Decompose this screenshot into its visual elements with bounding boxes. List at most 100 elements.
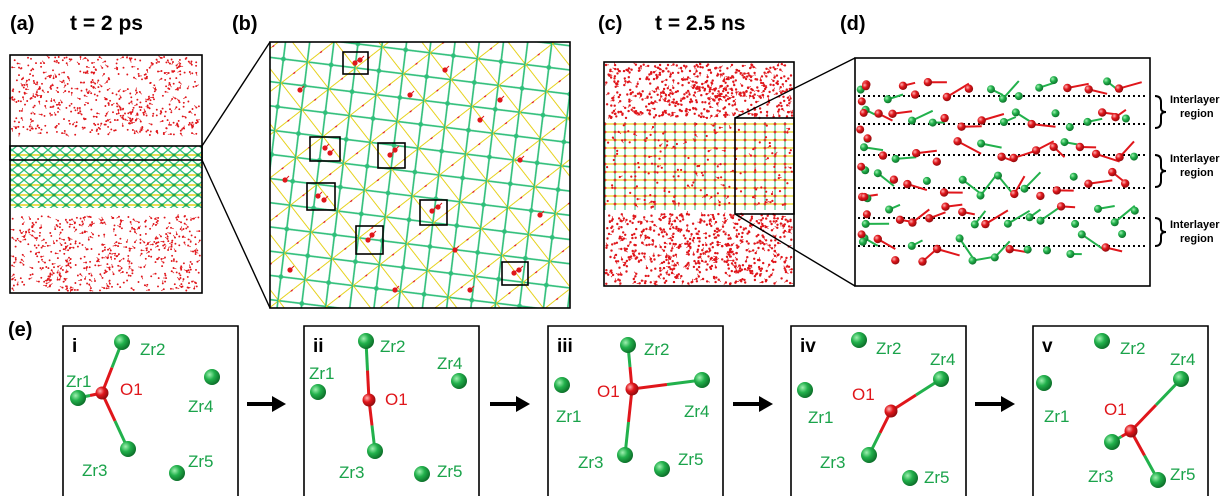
panel-b-highlight-boxes — [306, 51, 529, 286]
zr-label: Zr3 — [82, 461, 108, 480]
zr-atom — [310, 384, 326, 400]
zr-atom — [851, 332, 867, 348]
zr-label: Zr5 — [1170, 465, 1196, 484]
zr-atom — [114, 334, 130, 350]
panel-e-label: (e) — [8, 319, 32, 341]
zr-atom — [414, 466, 430, 482]
panel-a-label: (a) — [10, 13, 34, 35]
sequence-frame-iv: iv Zr2 Zr4 Zr1 Zr3 Zr5 O1 — [790, 325, 967, 496]
oxygen-atom — [95, 386, 109, 400]
sequence-arrow-head — [1001, 396, 1015, 412]
zr-label: Zr2 — [644, 340, 670, 359]
oxygen-atom — [884, 404, 898, 418]
zr-label: Zr5 — [437, 462, 463, 481]
zoom-line-a-bottom — [201, 159, 271, 309]
zr-atom — [694, 372, 710, 388]
zoom-line-c-bottom — [734, 213, 856, 287]
interlayer-region-annotations: Interlayer region Interlayer region Inte… — [1154, 94, 1220, 247]
zr-atom — [204, 369, 220, 385]
zr-label: Zr5 — [678, 450, 704, 469]
sequence-frame-iii: iii Zr2 Zr1 Zr4 Zr3 Zr5 O1 — [547, 325, 724, 496]
region-2-label-line2: region — [1180, 167, 1214, 179]
zr-label: Zr2 — [140, 340, 166, 359]
step-label: v — [1042, 336, 1053, 357]
sequence-arrow-head — [516, 396, 530, 412]
panel-c-zoom-region — [734, 117, 795, 215]
zr-atom — [70, 390, 86, 406]
step-label: i — [72, 336, 77, 357]
panel-b-oxygen-defects — [282, 55, 545, 293]
zr-label: Zr4 — [930, 350, 956, 369]
panel-c-slab-oxygens — [606, 122, 793, 209]
zr-atom — [902, 470, 918, 486]
panel-a-water-top — [8, 54, 200, 137]
zoom-line-a-top — [201, 41, 271, 147]
zr-label: Zr1 — [808, 408, 834, 427]
panel-c-label: (c) — [598, 13, 622, 35]
panel-b-label: (b) — [232, 13, 258, 35]
zr-atom — [797, 382, 813, 398]
oxygen-label: O1 — [1104, 400, 1127, 419]
zr-atom — [617, 447, 633, 463]
brace-3 — [1154, 217, 1167, 247]
region-3-label-line1: Interlayer — [1170, 219, 1220, 231]
zr-label: Zr4 — [437, 354, 463, 373]
sequence-arrow-head — [272, 396, 286, 412]
oxygen-label: O1 — [385, 390, 408, 409]
zr-atom — [1104, 434, 1120, 450]
step-label: ii — [313, 336, 324, 357]
panel-d-label: (d) — [840, 13, 866, 35]
panel-a-zro2-slab — [10, 146, 202, 208]
panel-c-water-top — [604, 61, 794, 120]
step-label: iv — [800, 336, 816, 357]
zr-label: Zr3 — [339, 463, 365, 482]
zr-label: Zr2 — [876, 339, 902, 358]
zr-label: Zr3 — [1088, 467, 1114, 486]
zr-atom — [1036, 375, 1052, 391]
sequence-frame-ii: ii Zr2 Zr1 Zr4 Zr3 Zr5 O1 — [303, 325, 480, 496]
zr-atom — [1150, 472, 1166, 488]
region-1-label-line2: region — [1180, 108, 1214, 120]
oxygen-label: O1 — [852, 385, 875, 404]
panel-d-interlayer-zoom — [854, 57, 1151, 287]
zr-label: Zr2 — [380, 337, 406, 356]
region-3-label-line2: region — [1180, 233, 1214, 245]
zr-atom — [451, 373, 467, 389]
region-2-label-line1: Interlayer — [1170, 153, 1220, 165]
zr-atom — [933, 371, 949, 387]
panel-a-time: t = 2 ps — [70, 12, 143, 35]
zr-atom — [1094, 333, 1110, 349]
sequence-frame-v: v Zr2 Zr4 Zr1 Zr3 Zr5 O1 — [1032, 325, 1209, 496]
step-label: iii — [557, 336, 573, 357]
oxygen-label: O1 — [597, 382, 620, 401]
zr-label: Zr5 — [188, 452, 214, 471]
oxygen-atom — [625, 382, 639, 396]
zr-label: Zr4 — [188, 397, 214, 416]
zr-label: Zr4 — [684, 402, 710, 421]
panel-a-water-bottom — [10, 213, 201, 294]
zr-atom — [367, 443, 383, 459]
panel-b-lattice-zoom — [269, 41, 571, 309]
zr-atom — [358, 333, 374, 349]
zr-atom — [120, 441, 136, 457]
brace-2 — [1154, 154, 1167, 188]
zr-atom — [654, 461, 670, 477]
zr-label: Zr3 — [820, 453, 846, 472]
zr-label: Zr1 — [1044, 407, 1070, 426]
zr-atom — [620, 337, 636, 353]
zr-atom — [554, 377, 570, 393]
brace-1 — [1154, 95, 1167, 129]
panel-a-simulation-box — [8, 54, 203, 294]
zr-label: Zr1 — [309, 364, 335, 383]
zr-label: Zr3 — [578, 453, 604, 472]
zr-label: Zr1 — [556, 407, 582, 426]
panel-c-simulation-box — [603, 61, 795, 287]
zr-label: Zr5 — [924, 468, 950, 487]
region-1-label-line1: Interlayer — [1170, 94, 1220, 106]
zoom-line-c-top — [734, 57, 856, 119]
zr-atom — [169, 465, 185, 481]
zr-label: Zr4 — [1170, 350, 1196, 369]
panel-a-zoom-region — [9, 145, 203, 161]
